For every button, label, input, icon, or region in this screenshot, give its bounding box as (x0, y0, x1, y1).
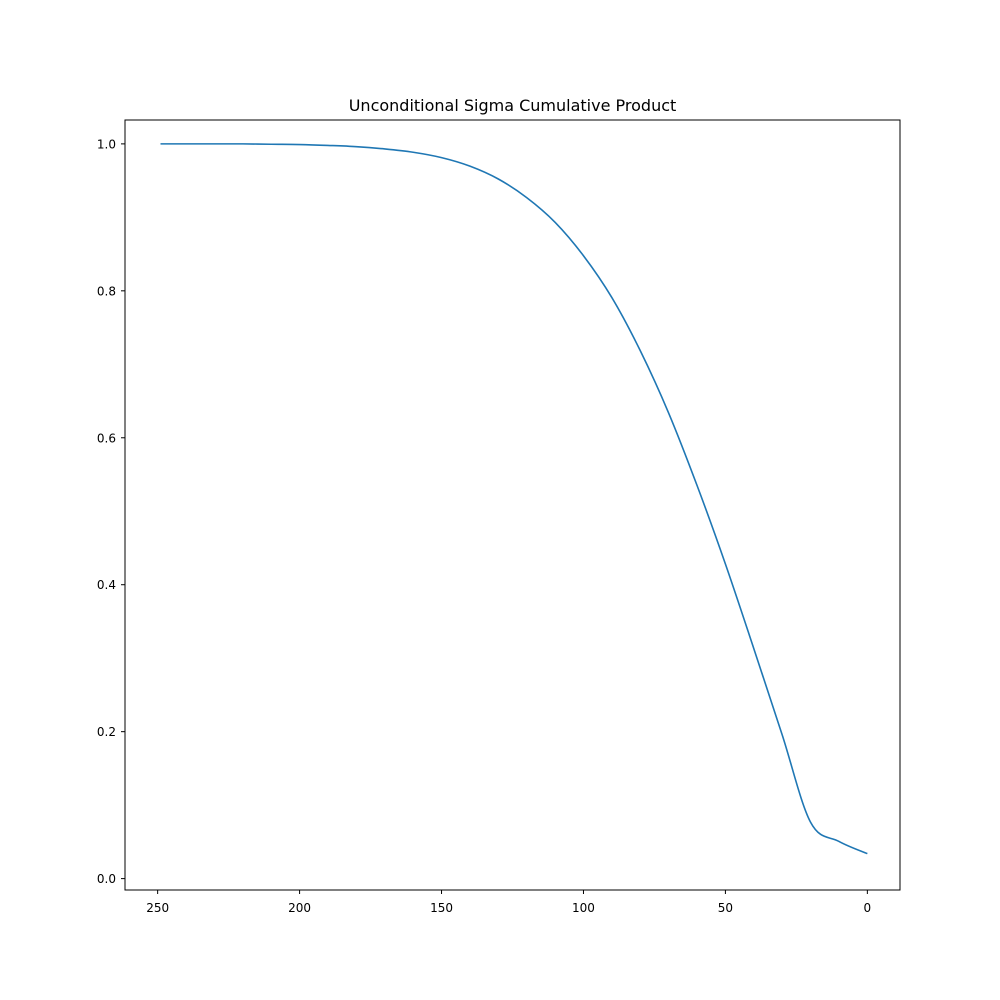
x-tick-label: 200 (288, 901, 311, 915)
plot-frame (124, 119, 901, 891)
x-tick-label: 250 (146, 901, 169, 915)
y-tick-label: 0.2 (97, 725, 116, 739)
x-tick-label: 50 (718, 901, 733, 915)
y-tick-label: 0.8 (97, 284, 116, 298)
series-layer (160, 143, 868, 855)
y-tick-label: 0.0 (97, 872, 116, 886)
y-tick-label: 0.4 (97, 578, 116, 592)
series-line-0 (160, 143, 868, 855)
x-tick-label: 100 (572, 901, 595, 915)
x-tick-label: 0 (864, 901, 872, 915)
y-tick-label: 1.0 (97, 137, 116, 151)
chart-title: Unconditional Sigma Cumulative Product (349, 96, 677, 115)
axes-layer: 250 200 150 100 50 0 0.0 0.2 0.4 0.6 0.8 1.0 (97, 137, 871, 915)
y-tick-label: 0.6 (97, 431, 116, 445)
x-tick-label: 150 (430, 901, 453, 915)
